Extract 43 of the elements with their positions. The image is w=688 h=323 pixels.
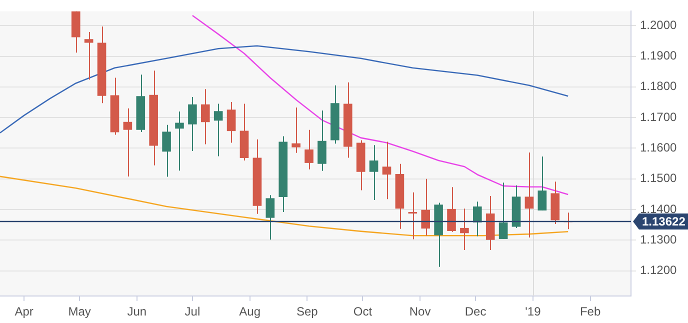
candlestick: [188, 96, 197, 152]
candlestick: [304, 129, 314, 170]
candlestick: [447, 186, 456, 232]
x-tick-label: Jun: [127, 304, 147, 319]
candlestick: [84, 32, 94, 80]
candlestick: [214, 103, 223, 157]
ref-line-label: 1.13622: [642, 214, 686, 228]
candlestick: [538, 156, 547, 211]
x-tick-label: Jul: [184, 304, 200, 319]
y-tick-label: 1.1200: [640, 263, 678, 278]
y-tick-label: 1.1600: [640, 140, 678, 155]
x-tick-label: May: [68, 304, 91, 319]
x-tick-label: Apr: [14, 304, 34, 319]
candlestick: [421, 178, 430, 236]
y-tick-label: 1.1700: [640, 110, 678, 124]
candlestick: [524, 152, 534, 238]
candlestick: [460, 208, 469, 251]
candlestick: [226, 101, 236, 144]
candlestick: [292, 106, 300, 154]
candlestick: [498, 182, 508, 240]
candlestick: [266, 194, 275, 240]
x-tick-label: Feb: [580, 304, 601, 319]
y-tick-label: 1.2000: [640, 18, 678, 32]
y-tick-label: 1.1900: [640, 48, 678, 63]
y-tick-label: 1.1400: [640, 202, 678, 216]
x-tick-label: Nov: [409, 304, 431, 319]
y-tick-label: 1.1300: [640, 232, 678, 247]
x-tick-label: Oct: [353, 304, 373, 319]
candlestick: [175, 110, 184, 172]
candlestick: [200, 88, 210, 145]
x-tick-label: Dec: [464, 304, 486, 319]
y-tick-label: 1.1800: [640, 79, 678, 94]
candlestick: [408, 192, 418, 240]
candlestick: [473, 201, 482, 237]
candlestick: [318, 110, 326, 172]
y-tick-label: 1.1500: [640, 171, 678, 186]
candlestick: [123, 108, 132, 177]
candlestick: [162, 124, 171, 178]
x-tick-label: Sep: [296, 304, 318, 319]
x-tick-label: '19: [525, 304, 542, 319]
candlestick: [369, 144, 378, 201]
candlestick: [382, 141, 392, 200]
x-tick-label: Aug: [239, 304, 260, 319]
